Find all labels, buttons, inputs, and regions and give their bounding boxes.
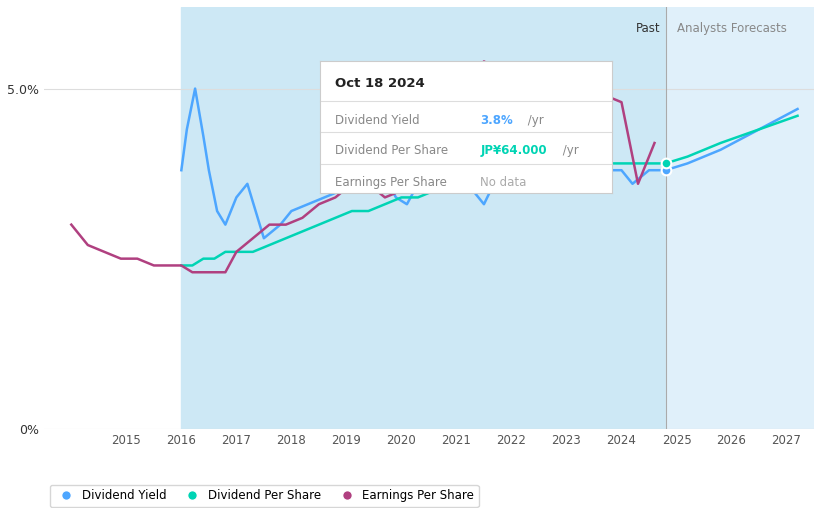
Text: Earnings Per Share: Earnings Per Share <box>335 176 447 189</box>
Text: Dividend Per Share: Dividend Per Share <box>335 144 448 157</box>
Bar <box>666 7 814 429</box>
Text: Analysts Forecasts: Analysts Forecasts <box>677 22 787 35</box>
Text: Past: Past <box>635 22 660 35</box>
Text: Oct 18 2024: Oct 18 2024 <box>335 77 424 90</box>
Bar <box>181 7 666 429</box>
Legend: Dividend Yield, Dividend Per Share, Earnings Per Share: Dividend Yield, Dividend Per Share, Earn… <box>50 485 479 507</box>
Text: JP¥64.000: JP¥64.000 <box>480 144 547 157</box>
Text: No data: No data <box>480 176 527 189</box>
Text: /yr: /yr <box>559 144 579 157</box>
Text: 3.8%: 3.8% <box>480 114 513 127</box>
Text: Dividend Yield: Dividend Yield <box>335 114 420 127</box>
Text: /yr: /yr <box>525 114 544 127</box>
